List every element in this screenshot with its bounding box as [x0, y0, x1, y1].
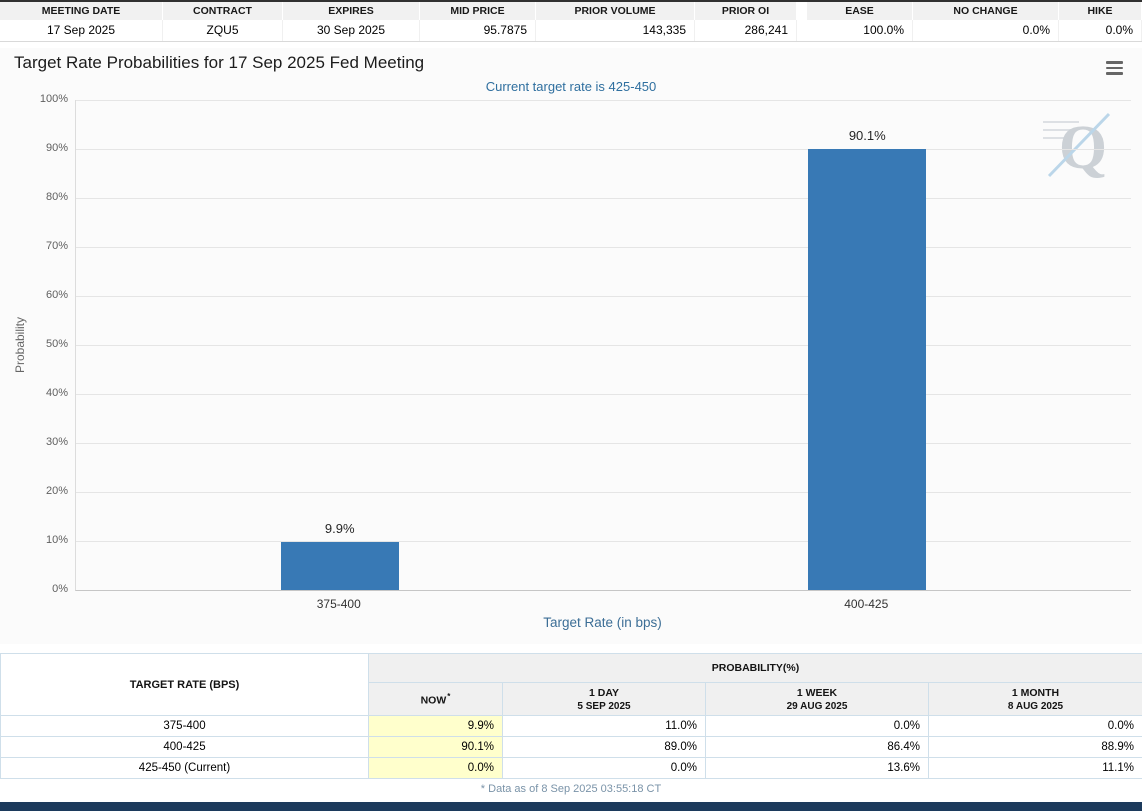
prob-col-header-1-month: 1 MONTH 8 AUG 2025: [928, 682, 1142, 716]
prob-cell: 0.0%: [928, 715, 1142, 737]
gridline: [76, 296, 1131, 297]
summary-col-ease: EASE 100.0%: [807, 2, 913, 41]
bar-375-400: [280, 541, 399, 590]
prob-col-header-1-day: 1 DAY 5 SEP 2025: [502, 682, 706, 716]
summary-group-divider: [797, 2, 807, 41]
prob-cell: 13.6%: [705, 757, 929, 779]
gridline: [76, 492, 1131, 493]
bar-400-425: [808, 148, 927, 590]
summary-col-no-change: NO CHANGE 0.0%: [913, 2, 1059, 41]
prob-cell-now: 90.1%: [368, 736, 503, 758]
summary-header-ease: EASE: [807, 2, 913, 20]
contract-summary-bar: MEETING DATE 17 Sep 2025 CONTRACT ZQU5 EXPIR…: [0, 0, 1142, 42]
plot-area: Q 9.9% 90.1%: [75, 100, 1131, 591]
bar-value-label: 90.1%: [848, 127, 886, 143]
summary-header-hike: HIKE: [1059, 2, 1142, 20]
summary-col-meeting-date: MEETING DATE 17 Sep 2025: [0, 2, 163, 41]
y-tick-label: 0%: [52, 583, 68, 595]
prob-row-label: 425-450 (Current): [0, 757, 369, 779]
prob-cell-now: 9.9%: [368, 715, 503, 737]
gridline: [76, 541, 1131, 542]
summary-header-prior-volume: PRIOR VOLUME: [536, 2, 695, 20]
quikstrike-logo-watermark: Q: [1041, 106, 1113, 182]
bar-value-label: 9.9%: [324, 520, 355, 536]
summary-value-mid-price: 95.7875: [420, 20, 536, 41]
prob-row-label: 400-425: [0, 736, 369, 758]
gridline: [76, 345, 1131, 346]
summary-header-meeting-date: MEETING DATE: [0, 2, 163, 20]
summary-col-contract: CONTRACT ZQU5: [163, 2, 283, 41]
summary-header-prior-oi: PRIOR OI: [695, 2, 797, 20]
probability-table: TARGET RATE (BPS) PROBABILITY(%) NOW* 1 D…: [0, 653, 1142, 779]
y-tick-label: 100%: [39, 93, 68, 105]
prob-col-header-now: NOW*: [368, 682, 503, 716]
summary-value-prior-oi: 286,241: [695, 20, 797, 41]
prob-cell: 86.4%: [705, 736, 929, 758]
summary-col-prior-oi: PRIOR OI 286,241: [695, 2, 797, 41]
summary-col-hike: HIKE 0.0%: [1059, 2, 1142, 41]
y-tick-label: 60%: [45, 289, 68, 301]
summary-value-no-change: 0.0%: [913, 20, 1059, 41]
contract-summary-left-group: MEETING DATE 17 Sep 2025 CONTRACT ZQU5 EXPIR…: [0, 2, 797, 41]
y-tick-label: 80%: [45, 191, 68, 203]
gridline: [76, 100, 1131, 101]
hamburger-icon: [1104, 61, 1126, 75]
probability-group-header: PROBABILITY(%): [368, 653, 1142, 683]
y-tick-label: 70%: [45, 240, 68, 252]
summary-col-mid-price: MID PRICE 95.7875: [420, 2, 536, 41]
summary-header-no-change: NO CHANGE: [913, 2, 1059, 20]
gridline: [76, 394, 1131, 395]
x-category-label: 400-425: [844, 597, 889, 611]
gridline: [76, 149, 1131, 150]
prob-cell: 0.0%: [705, 715, 929, 737]
prob-row: 425-450 (Current) 0.0% 0.0% 13.6% 11.1%: [0, 757, 1142, 779]
chart-title: Target Rate Probabilities for 17 Sep 202…: [14, 53, 425, 72]
gridline: [76, 198, 1131, 199]
prob-col-header-1-week: 1 WEEK 29 AUG 2025: [705, 682, 929, 716]
prob-cell: 11.1%: [928, 757, 1142, 779]
gridline: [76, 247, 1131, 248]
footer-navy-bar: [0, 802, 1142, 811]
x-axis-title: Target Rate (in bps): [543, 615, 662, 630]
y-tick-label: 50%: [45, 338, 68, 350]
chart-context-menu-button[interactable]: [1104, 58, 1126, 76]
summary-header-expires: EXPIRES: [283, 2, 420, 20]
fedwatch-probability-chart: Target Rate Probabilities for 17 Sep 202…: [0, 48, 1142, 644]
prob-row: 375-400 9.9% 11.0% 0.0% 0.0%: [0, 715, 1142, 737]
summary-value-expires: 30 Sep 2025: [283, 20, 420, 41]
probability-table-section: TARGET RATE (BPS) PROBABILITY(%) NOW* 1 D…: [0, 653, 1142, 795]
prob-cell: 11.0%: [502, 715, 706, 737]
x-category-label: 375-400: [316, 597, 361, 611]
summary-col-expires: EXPIRES 30 Sep 2025: [283, 2, 420, 41]
summary-value-ease: 100.0%: [807, 20, 913, 41]
summary-value-meeting-date: 17 Sep 2025: [0, 20, 163, 41]
summary-value-prior-volume: 143,335: [536, 20, 695, 41]
summary-header-contract: CONTRACT: [163, 2, 283, 20]
y-tick-label: 30%: [45, 436, 68, 448]
prob-cell: 88.9%: [928, 736, 1142, 758]
data-asof-footnote: * Data as of 8 Sep 2025 03:55:18 CT: [480, 783, 662, 795]
summary-value-hike: 0.0%: [1059, 20, 1142, 41]
target-rate-bps-header: TARGET RATE (BPS): [0, 653, 369, 716]
y-tick-label: 20%: [45, 485, 68, 497]
prob-cell-now: 0.0%: [368, 757, 503, 779]
chart-subtitle: Current target rate is 425-450: [485, 79, 657, 94]
prob-row: 400-425 90.1% 89.0% 86.4% 88.9%: [0, 736, 1142, 758]
contract-summary-right-group: EASE 100.0% NO CHANGE 0.0% HIKE 0.0%: [807, 2, 1142, 41]
summary-header-mid-price: MID PRICE: [420, 2, 536, 20]
y-tick-label: 90%: [45, 142, 68, 154]
prob-cell: 89.0%: [502, 736, 706, 758]
prob-cell: 0.0%: [502, 757, 706, 779]
y-tick-label: 10%: [45, 534, 68, 546]
gridline: [76, 443, 1131, 444]
summary-value-contract: ZQU5: [163, 20, 283, 41]
prob-row-label: 375-400: [0, 715, 369, 737]
y-tick-label: 40%: [45, 387, 68, 399]
summary-col-prior-volume: PRIOR VOLUME 143,335: [536, 2, 695, 41]
